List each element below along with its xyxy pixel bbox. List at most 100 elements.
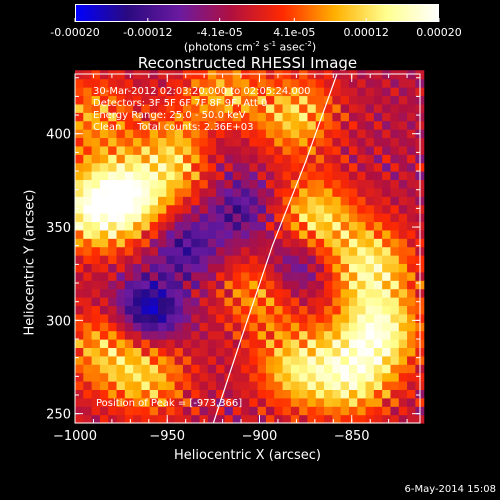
heatmap-cell — [91, 397, 101, 407]
heatmap-cell — [398, 112, 408, 122]
heatmap-cell — [357, 187, 367, 197]
heatmap-cell — [191, 179, 201, 189]
heatmap-cell — [191, 221, 201, 231]
heatmap-cell — [158, 313, 167, 323]
annotation-energy: Energy Range: 25.0 - 50.0 keV — [93, 110, 246, 121]
heatmap-cell — [166, 305, 176, 315]
heatmap-cell — [307, 162, 317, 172]
heatmap-cell — [141, 246, 151, 256]
heatmap-cell — [141, 397, 151, 407]
heatmap-cell — [365, 255, 375, 265]
heatmap-cell — [91, 339, 101, 349]
heatmap-cell — [324, 389, 333, 399]
heatmap-cell — [299, 372, 309, 382]
heatmap-cell — [407, 221, 416, 231]
heatmap-cell — [398, 187, 408, 197]
heatmap-cell — [365, 78, 375, 88]
heatmap-cell — [207, 355, 217, 365]
heatmap-cell — [149, 120, 159, 130]
heatmap-cell — [75, 313, 84, 323]
heatmap-cell — [257, 364, 267, 374]
heatmap-cell — [149, 162, 159, 172]
heatmap-cell — [166, 381, 176, 391]
heatmap-cell — [282, 246, 292, 256]
heatmap-cell — [158, 179, 167, 189]
heatmap-cell — [257, 204, 267, 214]
heatmap-cell — [340, 372, 350, 382]
heatmap-cell — [390, 322, 400, 332]
heatmap-cell — [407, 313, 416, 323]
heatmap-cell — [241, 145, 250, 155]
heatmap-cell — [398, 305, 408, 315]
heatmap-cell — [124, 381, 134, 391]
heatmap-cell — [257, 288, 267, 298]
heatmap-cell — [348, 313, 358, 323]
heatmap-cell — [407, 406, 416, 416]
heatmap-cell — [182, 255, 192, 265]
heatmap-cell — [216, 70, 226, 80]
heatmap-cell — [133, 389, 143, 399]
heatmap-cell — [133, 271, 143, 281]
heatmap-cell — [407, 196, 416, 206]
heatmap-cell — [299, 263, 309, 273]
heatmap-cell — [365, 305, 375, 315]
heatmap-cell — [315, 95, 325, 105]
heatmap-cell — [124, 297, 134, 307]
heatmap-cell — [299, 347, 309, 357]
heatmap-cell — [357, 364, 367, 374]
heatmap-cell — [158, 229, 167, 239]
heatmap-cell — [382, 78, 392, 88]
heatmap-cell — [382, 246, 392, 256]
heatmap-cell — [83, 145, 93, 155]
heatmap-cell — [398, 280, 408, 290]
heatmap-cell — [315, 263, 325, 273]
heatmap-cell — [407, 238, 416, 248]
heatmap-cell — [75, 347, 84, 357]
heatmap-cell — [357, 288, 367, 298]
heatmap-cell — [257, 129, 267, 139]
heatmap-cell — [83, 137, 93, 147]
heatmap-cell — [99, 238, 109, 248]
heatmap-cell — [216, 221, 226, 231]
heatmap-cell — [382, 70, 392, 80]
heatmap-cell — [216, 78, 226, 88]
heatmap-cell — [274, 129, 284, 139]
heatmap-cell — [365, 271, 375, 281]
heatmap-cell — [324, 364, 333, 374]
heatmap-cell — [158, 297, 167, 307]
heatmap-cell — [224, 389, 234, 399]
heatmap-cell — [116, 271, 126, 281]
heatmap-cell — [124, 339, 134, 349]
heatmap-cell — [182, 246, 192, 256]
heatmap-cell — [340, 120, 350, 130]
heatmap-cell — [299, 238, 309, 248]
heatmap-cell — [224, 339, 234, 349]
heatmap-cell — [99, 297, 109, 307]
heatmap-cell — [290, 397, 300, 407]
heatmap-cell — [199, 179, 209, 189]
heatmap-cell — [133, 137, 143, 147]
heatmap-cell — [249, 87, 259, 97]
heatmap-cell — [116, 95, 126, 105]
heatmap-cell — [124, 305, 134, 315]
heatmap-cell — [249, 162, 259, 172]
heatmap-cell — [274, 288, 284, 298]
heatmap-cell — [257, 196, 267, 206]
heatmap-cell — [158, 288, 167, 298]
heatmap-cell — [166, 213, 176, 223]
heatmap-cell — [249, 179, 259, 189]
heatmap-cell — [373, 255, 383, 265]
heatmap-cell — [407, 120, 416, 130]
heatmap-cell — [158, 280, 167, 290]
heatmap-cell — [133, 364, 143, 374]
heatmap-cell — [290, 204, 300, 214]
heatmap-cell — [407, 397, 416, 407]
heatmap-cell — [241, 355, 250, 365]
heatmap-cell — [249, 313, 259, 323]
heatmap-cell — [365, 322, 375, 332]
heatmap-cell — [99, 330, 109, 340]
heatmap-cell — [174, 339, 184, 349]
heatmap-cell — [191, 120, 201, 130]
heatmap-cell — [357, 179, 367, 189]
heatmap-cell — [398, 120, 408, 130]
